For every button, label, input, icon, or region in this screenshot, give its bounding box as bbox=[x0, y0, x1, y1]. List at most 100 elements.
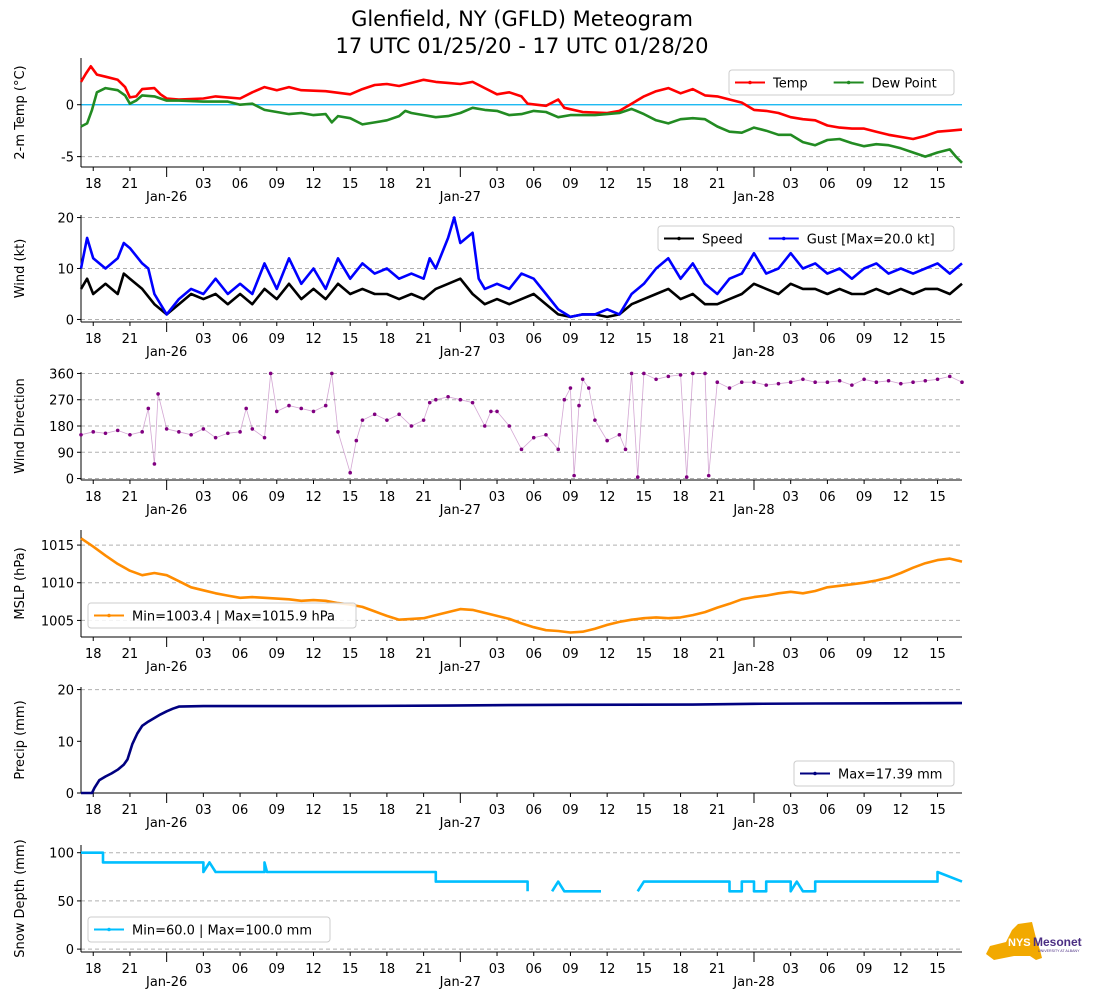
x-tick-label-snow: 15 bbox=[342, 962, 359, 977]
x-tick-label-temp: 15 bbox=[636, 177, 653, 192]
wind-direction-point bbox=[115, 428, 120, 433]
legend-box-snow bbox=[87, 916, 331, 943]
series-snow-0 bbox=[636, 870, 963, 893]
wind-direction-point bbox=[572, 473, 576, 478]
y-tick-label-wdir: 360 bbox=[49, 367, 74, 382]
wind-direction-point bbox=[568, 386, 573, 390]
x-tick-label-wind: 03 bbox=[782, 332, 799, 347]
x-tick-label-precip: 03 bbox=[489, 803, 506, 818]
x-tick-label-wdir: 18 bbox=[85, 490, 102, 505]
legend-label-wind: Gust [Max=20.0 kt] bbox=[807, 233, 935, 248]
x-tick-label-mslp: 15 bbox=[929, 647, 946, 662]
wind-direction-point bbox=[691, 371, 695, 376]
x-tick-label-wdir: 03 bbox=[782, 490, 799, 505]
wind-direction-point bbox=[152, 462, 157, 466]
wind-direction-point bbox=[586, 386, 591, 390]
x-tick-label-temp: 06 bbox=[232, 177, 249, 192]
wind-direction-point bbox=[666, 374, 671, 379]
x-tick-label-temp: 12 bbox=[599, 177, 616, 192]
x-tick-label-temp: 21 bbox=[709, 177, 726, 192]
x-tick-label-precip: 18 bbox=[379, 803, 396, 818]
wind-direction-point bbox=[593, 418, 597, 422]
x-tick-label-wdir: 15 bbox=[636, 490, 653, 505]
wind-direction-point bbox=[580, 377, 585, 382]
x-tick-label-wind: 15 bbox=[929, 332, 946, 347]
x-tick-label-snow: 21 bbox=[415, 962, 432, 977]
wind-direction-point bbox=[727, 386, 732, 390]
panel-wind: 0 10 20 18 21 03 06 09 12 15 18 21 03 06 09 12 15 18 21 03 0… bbox=[13, 212, 963, 360]
x-tick-label-wind: 09 bbox=[269, 332, 286, 347]
x-tick-label-snow: 06 bbox=[819, 962, 836, 977]
wind-direction-point bbox=[935, 377, 940, 382]
x-tick-label-mslp: 09 bbox=[269, 647, 286, 662]
date-tick-label-precip: Jan-26 bbox=[145, 816, 187, 831]
wind-direction-point bbox=[287, 403, 291, 408]
x-tick-label-mslp: 03 bbox=[195, 647, 212, 662]
date-tick-label-wind: Jan-28 bbox=[732, 345, 774, 360]
wind-direction-point bbox=[623, 447, 628, 452]
x-tick-label-wdir: 15 bbox=[342, 490, 359, 505]
legend-marker-wind bbox=[781, 236, 786, 241]
chart-title-line1: Glenfield, NY (GFLD) Meteogram bbox=[351, 7, 693, 31]
wind-direction-point bbox=[813, 380, 817, 385]
wind-direction-point bbox=[354, 438, 359, 443]
wind-direction-point bbox=[79, 432, 83, 437]
legend-label-wind: Speed bbox=[702, 233, 743, 248]
x-tick-label-wind: 21 bbox=[709, 332, 726, 347]
x-tick-label-precip: 09 bbox=[269, 803, 286, 818]
x-tick-label-temp: 15 bbox=[929, 177, 946, 192]
wind-direction-point bbox=[128, 432, 132, 437]
y-tick-label-wind: 0 bbox=[66, 313, 74, 328]
x-tick-label-wind: 12 bbox=[305, 332, 322, 347]
wind-direction-point bbox=[519, 447, 524, 452]
wind-direction-point bbox=[140, 430, 144, 434]
wind-direction-point bbox=[684, 475, 689, 479]
x-tick-label-wdir: 12 bbox=[893, 490, 910, 505]
legend-marker-snow bbox=[107, 927, 111, 932]
y-tick-label-wdir: 90 bbox=[57, 446, 74, 461]
x-tick-label-temp: 21 bbox=[415, 177, 432, 192]
wind-direction-point bbox=[495, 409, 499, 414]
x-tick-label-precip: 18 bbox=[672, 803, 689, 818]
x-tick-label-wdir: 18 bbox=[672, 490, 689, 505]
legend-label-snow: Min=60.0 | Max=100.0 mm bbox=[132, 924, 312, 939]
x-tick-label-wdir: 15 bbox=[929, 490, 946, 505]
new-york-state-icon bbox=[986, 922, 1042, 960]
x-tick-label-wind: 18 bbox=[379, 332, 396, 347]
series-precip-0 bbox=[81, 701, 963, 795]
x-tick-label-wdir: 21 bbox=[415, 490, 432, 505]
wind-direction-point bbox=[164, 427, 169, 431]
x-tick-label-temp: 18 bbox=[85, 177, 102, 192]
x-tick-label-mslp: 03 bbox=[489, 647, 506, 662]
y-axis-label-wdir: Wind Direction bbox=[13, 378, 28, 474]
series-wdir-0-trace bbox=[80, 372, 963, 478]
y-tick-label-temp: -5 bbox=[61, 151, 74, 166]
date-tick-label-wdir: Jan-26 bbox=[145, 503, 187, 518]
wind-direction-point bbox=[886, 378, 891, 383]
wind-direction-point bbox=[617, 432, 622, 437]
x-tick-label-snow: 15 bbox=[929, 962, 946, 977]
legend-mslp: Min=1003.4 | Max=1015.9 hPa bbox=[87, 602, 357, 629]
wind-direction-point bbox=[825, 380, 830, 385]
x-tick-label-mslp: 12 bbox=[599, 647, 616, 662]
wind-direction-point bbox=[311, 409, 316, 414]
y-axis-label-mslp: MSLP (hPa) bbox=[13, 547, 28, 619]
x-tick-label-precip: 12 bbox=[893, 803, 910, 818]
wind-direction-point bbox=[470, 400, 475, 405]
x-tick-label-temp: 09 bbox=[562, 177, 579, 192]
x-tick-label-wdir: 12 bbox=[305, 490, 322, 505]
x-tick-label-wind: 15 bbox=[342, 332, 359, 347]
x-tick-label-snow: 09 bbox=[856, 962, 873, 977]
wind-direction-point bbox=[458, 397, 463, 402]
x-tick-label-wdir: 06 bbox=[525, 490, 542, 505]
x-tick-label-snow: 06 bbox=[232, 962, 249, 977]
legend-label-temp: Dew Point bbox=[872, 77, 937, 92]
x-tick-label-temp: 03 bbox=[489, 177, 506, 192]
x-tick-label-mslp: 21 bbox=[709, 647, 726, 662]
x-tick-label-precip: 06 bbox=[232, 803, 249, 818]
date-tick-label-wind: Jan-26 bbox=[145, 345, 187, 360]
x-tick-label-wind: 06 bbox=[819, 332, 836, 347]
legend-precip: Max=17.39 mm bbox=[793, 760, 955, 787]
date-tick-label-snow: Jan-26 bbox=[145, 975, 187, 990]
